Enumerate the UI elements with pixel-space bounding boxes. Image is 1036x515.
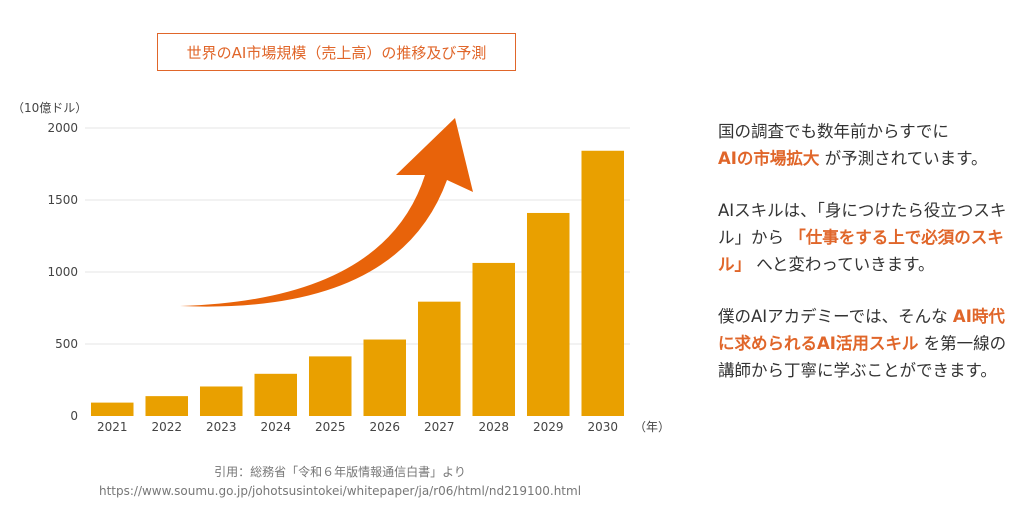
x-tick-label-2029: 2029 [533, 420, 564, 434]
y-tick-label-1000: 1000 [47, 265, 78, 279]
x-tick-label-2023: 2023 [206, 420, 237, 434]
source-citation: 引用：総務省「令和６年版情報通信白書」より [214, 465, 466, 479]
bar-2026 [363, 339, 407, 416]
growth-arrow [180, 118, 473, 307]
growth-arrow-icon [180, 118, 473, 307]
bar-2030 [581, 150, 625, 416]
description-text: 国の調査でも数年前からすでに AIの市場拡大 が予測されています。 AIスキルは、… [718, 118, 1018, 409]
p3-highlight: AI時代に求められるAI活用スキル [718, 307, 1005, 353]
axis-labels: 0 500 1000 1500 2000 （10億ドル） 2021 2022 2023 2024 2… [12, 101, 670, 434]
p3-text-a: 僕のAIアカデミーでは、そんな [718, 307, 953, 326]
bar-2024 [254, 373, 298, 416]
x-tick-label-2024: 2024 [260, 420, 291, 434]
p1-highlight: AIの市場拡大 [718, 149, 820, 168]
bar-2028 [472, 262, 516, 416]
paragraph-1: 国の調査でも数年前からすでに AIの市場拡大 が予測されています。 [718, 118, 1018, 172]
bar-2027 [417, 301, 461, 416]
bar-2025 [308, 356, 352, 416]
bar-2021 [90, 402, 134, 416]
p3-text-b: を第一線の講師から丁寧に学ぶことができます。 [718, 334, 1007, 380]
chart-title: 世界のAI市場規模（売上高）の推移及び予測 [157, 33, 516, 71]
x-tick-label-2030: 2030 [587, 420, 618, 434]
p2-text-a: AIスキルは、「身につけたら役立つスキル」から [718, 201, 1007, 247]
bar-2029 [526, 212, 570, 416]
y-tick-label-2000: 2000 [47, 121, 78, 135]
bars [90, 150, 625, 416]
x-tick-label-2022: 2022 [151, 420, 182, 434]
bar-2022 [145, 396, 189, 416]
p1-text-b: が予測されています。 [819, 149, 988, 168]
p2-text-b: へと変わっていきます。 [751, 255, 935, 274]
x-tick-label-2027: 2027 [424, 420, 455, 434]
y-tick-label-1500: 1500 [47, 193, 78, 207]
bar-chart: 0 500 1000 1500 2000 （10億ドル） 2021 2022 2023 2024 2… [12, 101, 670, 434]
bar-2023 [199, 386, 243, 416]
x-tick-label-2021: 2021 [97, 420, 128, 434]
paragraph-2: AIスキルは、「身につけたら役立つスキル」から 「仕事をする上で必須のスキル」 … [718, 197, 1018, 278]
x-tick-label-2028: 2028 [478, 420, 509, 434]
paragraph-3: 僕のAIアカデミーでは、そんな AI時代に求められるAI活用スキル を第一線の講… [718, 303, 1018, 384]
p2-highlight: 「仕事をする上で必須のスキル」 [718, 228, 1004, 274]
y-tick-label-500: 500 [55, 337, 78, 351]
y-tick-label-0: 0 [70, 409, 78, 423]
x-tick-label-2025: 2025 [315, 420, 346, 434]
x-tick-label-2026: 2026 [369, 420, 400, 434]
y-axis-label: （10億ドル） [12, 101, 87, 115]
x-axis-label: （年） [634, 420, 670, 434]
p1-text-a: 国の調査でも数年前からすでに [718, 122, 949, 141]
source-url: https://www.soumu.go.jp/johotsusintokei/… [98, 484, 582, 498]
